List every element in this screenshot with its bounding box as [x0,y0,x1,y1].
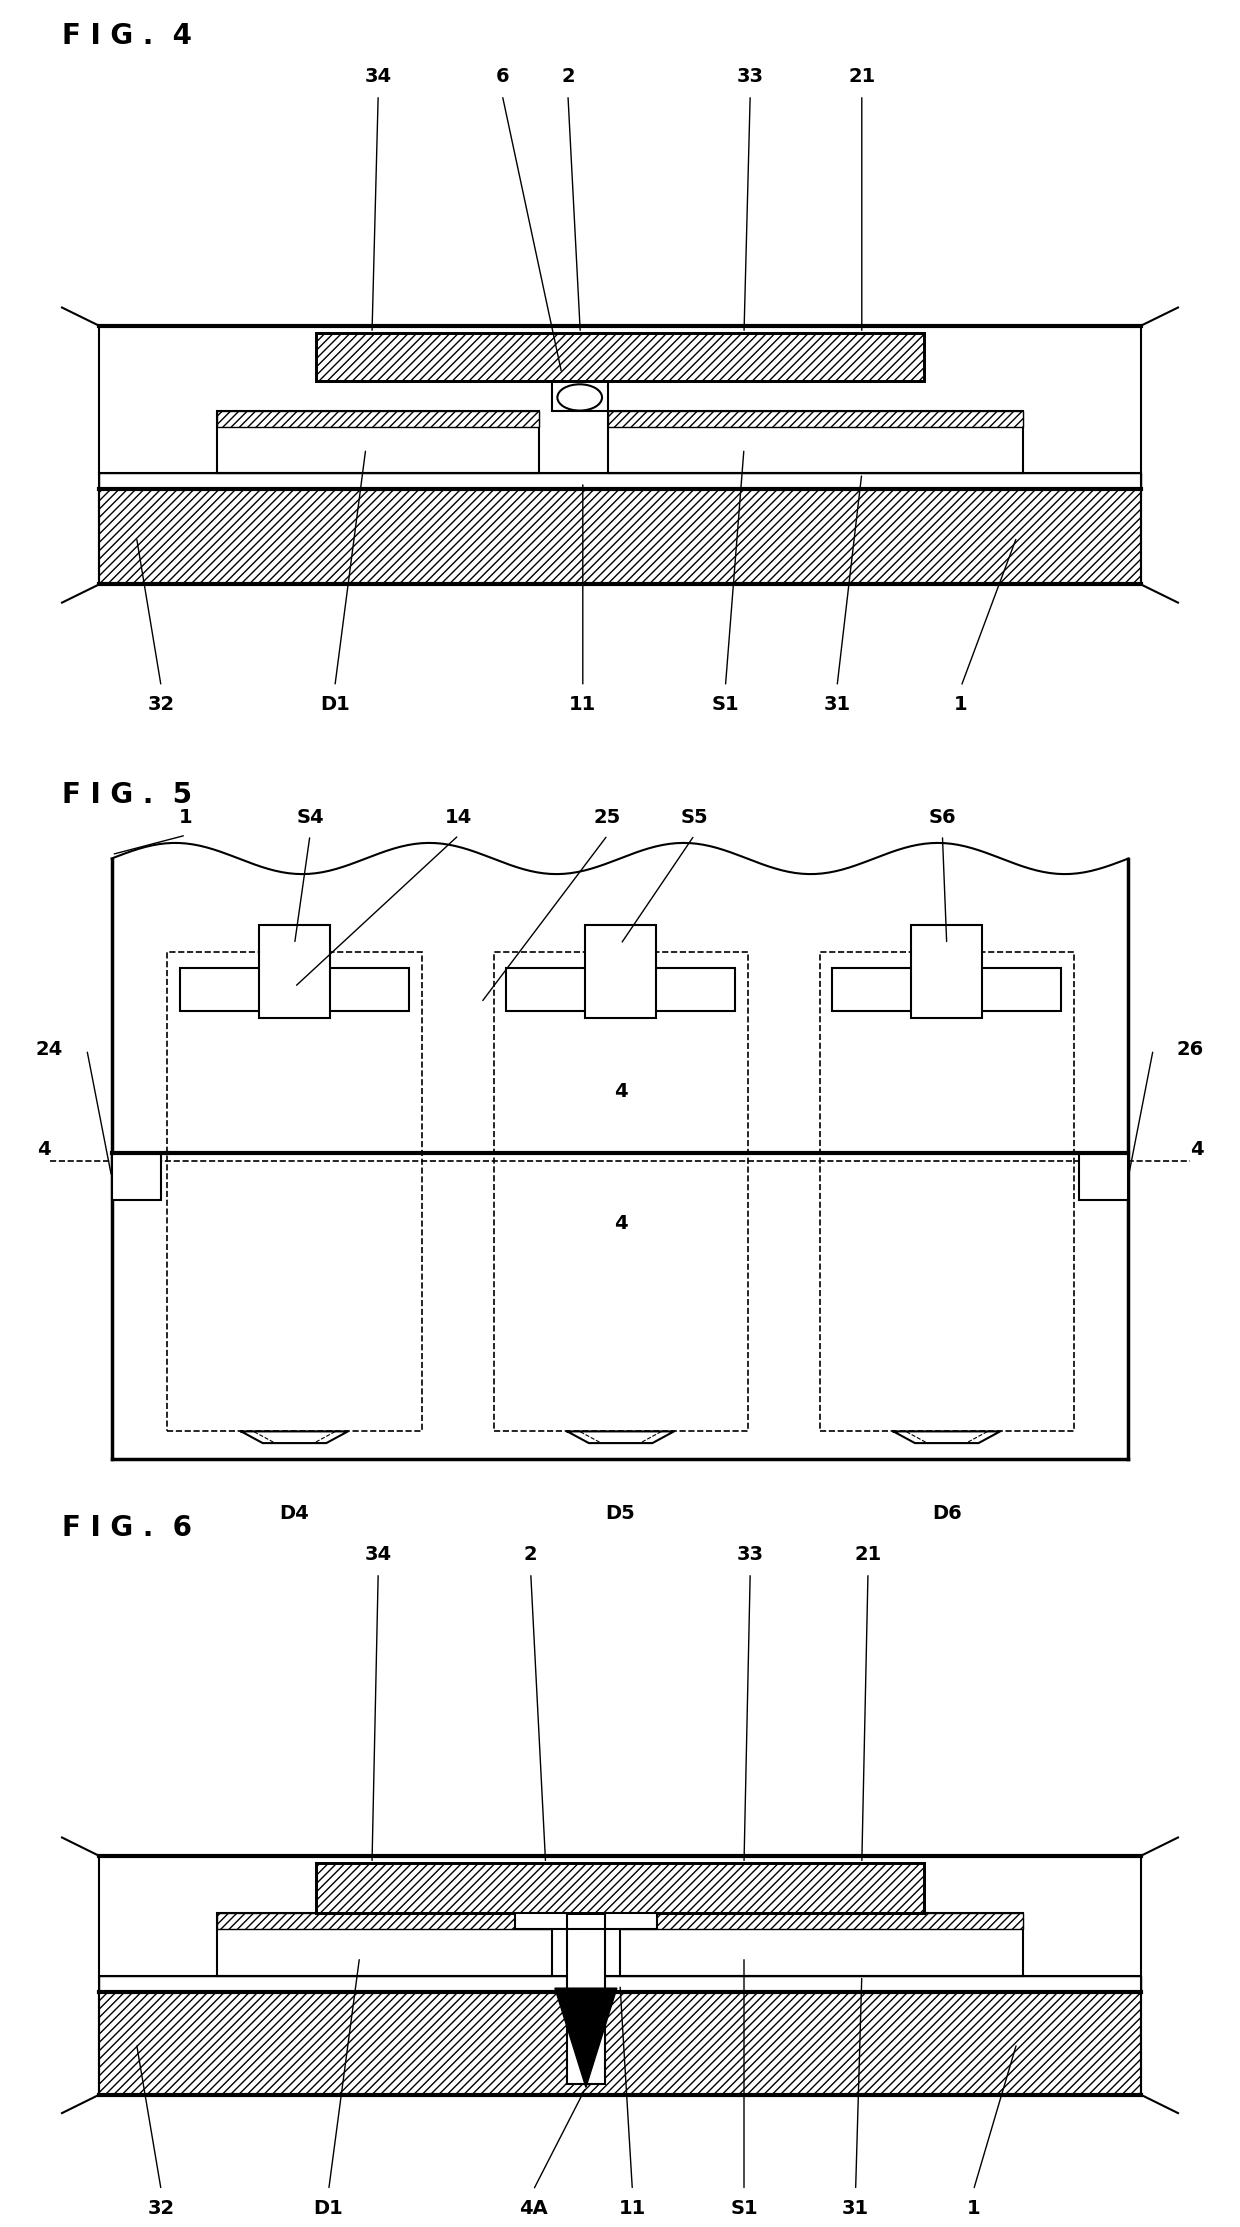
Polygon shape [556,1989,618,2087]
Bar [316,1864,924,1913]
Text: 24: 24 [36,1040,63,1060]
Bar [99,474,1141,490]
Bar [217,412,539,428]
Bar [820,953,1074,1432]
Text: 4: 4 [37,1140,50,1158]
Text: 33: 33 [737,67,764,87]
Bar [217,1913,552,1975]
Text: 4: 4 [614,1082,627,1100]
Text: D6: D6 [932,1503,961,1523]
Text: S1: S1 [730,2198,758,2218]
Text: 1: 1 [967,2198,980,2218]
Text: 14: 14 [445,808,472,828]
Polygon shape [515,1913,657,2084]
Bar [506,969,735,1011]
Bar [99,490,1141,583]
Bar [112,1154,161,1200]
Text: 31: 31 [823,695,851,715]
Bar [217,1913,552,1929]
Text: 31: 31 [842,2198,869,2218]
Bar [180,969,409,1011]
Text: 34: 34 [365,1546,392,1563]
Text: 21: 21 [848,67,875,87]
Text: 2: 2 [562,67,574,87]
Text: 1: 1 [955,695,967,715]
Text: D4: D4 [280,1503,309,1523]
Bar [217,412,539,474]
Text: 32: 32 [148,695,175,715]
Text: 26: 26 [1177,1040,1204,1060]
Text: 11: 11 [619,2198,646,2218]
Text: D1: D1 [314,2198,343,2218]
Text: 32: 32 [148,2198,175,2218]
Text: F I G .  6: F I G . 6 [62,1514,192,1541]
Text: 34: 34 [365,67,392,87]
Text: 1: 1 [180,808,192,828]
Text: 6: 6 [496,67,508,87]
Text: 21: 21 [854,1546,882,1563]
Text: 33: 33 [737,1546,764,1563]
Text: F I G .  5: F I G . 5 [62,782,192,808]
Bar [99,1975,1141,1991]
Bar [552,381,608,412]
Bar [608,412,1023,428]
Bar [608,412,1023,474]
Text: 4A: 4A [518,2198,548,2218]
Bar [316,334,924,381]
Bar [585,924,656,1018]
Text: 2: 2 [525,1546,537,1563]
Bar [911,924,982,1018]
Bar [620,1913,1023,1929]
Text: S1: S1 [712,695,739,715]
Bar [99,1991,1141,2096]
Text: 11: 11 [569,695,596,715]
Bar [620,1913,1023,1975]
Bar [1079,1154,1128,1200]
Bar [167,953,422,1432]
Text: S5: S5 [681,808,708,828]
Text: S4: S4 [296,808,324,828]
Text: 25: 25 [594,808,621,828]
Text: F I G .  4: F I G . 4 [62,22,192,49]
Text: D1: D1 [320,695,350,715]
Text: 4: 4 [1190,1140,1203,1158]
Bar [259,924,330,1018]
Text: D5: D5 [606,1503,635,1523]
Bar [494,953,748,1432]
Bar [832,969,1061,1011]
Text: 4: 4 [614,1214,627,1234]
Text: S6: S6 [929,808,956,828]
